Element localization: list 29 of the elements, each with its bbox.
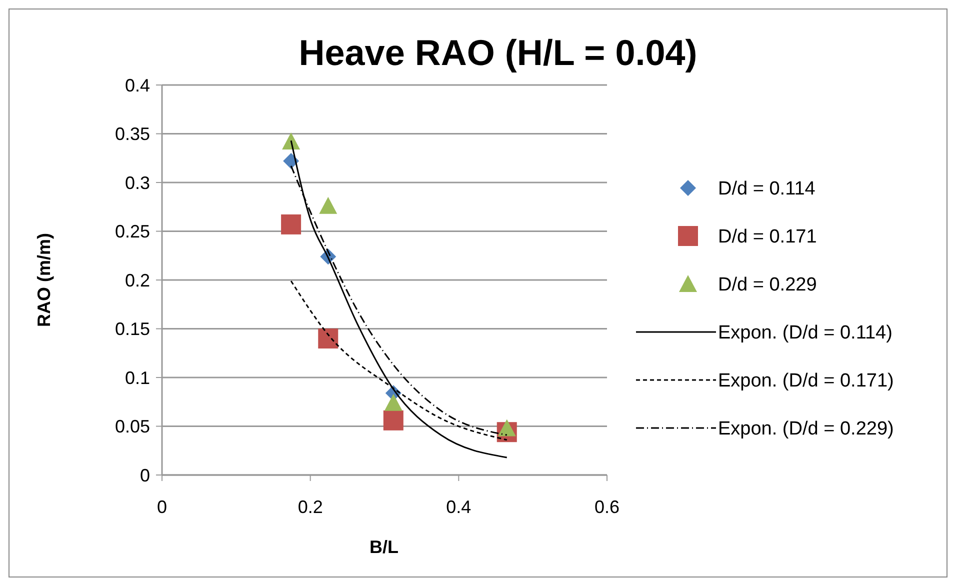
point: [384, 394, 402, 411]
x-tick-label: 0.2: [298, 497, 323, 517]
y-tick-label: 0.4: [124, 75, 150, 96]
legend-label: D/d = 0.114: [718, 178, 816, 200]
point: [281, 214, 302, 234]
y-tick-label: 0.15: [114, 319, 150, 340]
x-tick-label: 0.4: [446, 497, 472, 517]
y-tick-label: 0.35: [114, 124, 150, 144]
y-tick-label: 0.05: [114, 416, 150, 437]
legend-label: D/d = 0.171: [718, 226, 817, 248]
point: [383, 410, 404, 430]
y-tick-label: 0.25: [114, 222, 150, 242]
point: [282, 132, 300, 150]
x-tick-label: 0.6: [594, 497, 620, 517]
legend-label: D/d = 0.229: [718, 274, 817, 296]
legend-label: Expon. (D/d = 0.171): [718, 370, 894, 392]
y-axis-title: RAO (m/m): [34, 232, 54, 327]
point: [318, 328, 338, 348]
point: [498, 419, 516, 436]
point: [319, 196, 338, 214]
legend-label: Expon. (D/d = 0.114): [718, 322, 892, 344]
legend-label: Expon. (D/d = 0.229): [718, 418, 894, 440]
y-tick-label: 0.3: [124, 172, 150, 193]
y-tick-label: 0.1: [124, 368, 150, 388]
chart-title: Heave RAO (H/L = 0.04): [298, 32, 698, 73]
x-tick-label: 0: [156, 497, 168, 517]
y-tick-label: 0: [140, 465, 150, 486]
x-axis-title: B/L: [370, 537, 398, 557]
y-tick-label: 0.2: [124, 270, 150, 290]
